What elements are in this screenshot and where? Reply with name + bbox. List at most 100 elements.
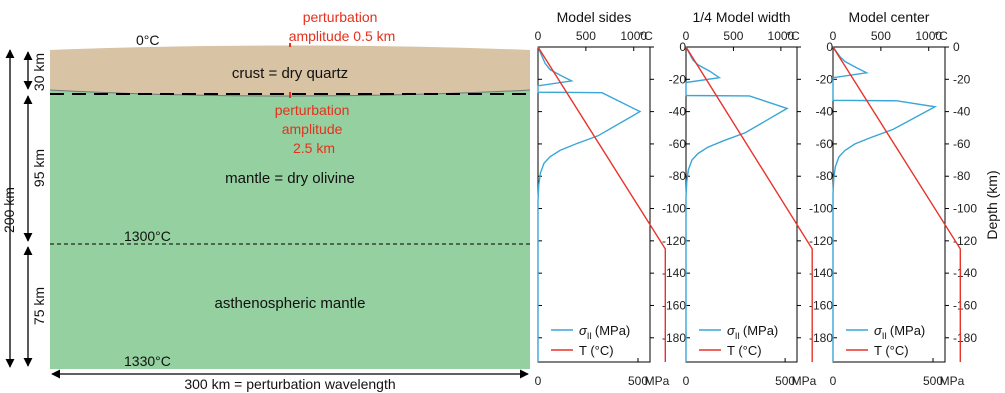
temp-tick-label: 0 [830,29,837,43]
panel-title: 1/4 Model width [692,9,790,25]
top-perturbation-label: perturbation amplitude 0.5 km [289,9,396,44]
depth-tick-label: -140 [662,266,686,280]
depth-tick-label: -80 [816,169,834,183]
depth-tick-label: -80 [953,169,971,183]
plot-frame [685,46,798,363]
plot-frame [832,46,946,363]
temp-unit-label: °C [786,29,800,43]
depth-tick-label: -40 [953,105,971,119]
total-depth-label: 200 km [1,187,17,233]
mantle-layer [50,90,530,369]
legend-stress-symbol: σ [874,323,883,338]
legend-stress-unit: (MPa) [890,323,925,338]
depth-tick-label: -180 [953,331,977,345]
temp-tick-label: 1000 [620,29,647,43]
depth-tick-label: -20 [816,72,834,86]
moho-perturbation-label: perturbation amplitude 2.5 km [275,102,354,156]
asthenosphere-label: asthenospheric mantle [215,295,366,312]
depth-tick-label: -160 [809,298,833,312]
legend-stress-subscript: II [735,331,740,341]
crust-thickness-label: 30 km [31,53,47,91]
depth-tick-label: -140 [953,266,977,280]
depth-tick-label: -160 [953,298,977,312]
panel-title: Model sides [557,9,632,25]
legend-stress-label: σII (MPa) [579,323,630,341]
width-label: 300 km = perturbation wavelength [184,376,395,392]
depth-tick-label: -140 [809,266,833,280]
plot-frame [537,46,651,363]
depth-tick-label: -100 [662,202,686,216]
moho-perturbation-line-3: 2.5 km [293,140,335,156]
stress-unit-label: MPa [940,374,965,388]
legend-stress-subscript: II [587,331,592,341]
depth-tick-label: -80 [669,169,687,183]
temp-unit-label: °C [639,29,653,43]
legend-stress-subscript: II [882,331,887,341]
temp-unit-label: °C [934,29,948,43]
depth-tick-label: -120 [809,234,833,248]
depth-tick-label: 0 [953,40,960,54]
depth-tick-label: -20 [953,72,971,86]
stress-line [832,46,938,362]
stress-tick-label: 0 [683,374,690,388]
temp-tick-label: 0 [683,29,690,43]
legend-stress-label: σII (MPa) [874,323,925,341]
temp-tick-label: 500 [871,29,891,43]
legend-stress-unit: (MPa) [743,323,778,338]
depth-tick-label: -100 [953,202,977,216]
depth-tick-label: -120 [953,234,977,248]
depth-tick-label: -100 [809,202,833,216]
legend-stress-label: σII (MPa) [727,323,778,341]
depth-tick-label: -180 [662,331,686,345]
legend-temp-label: T (°C) [727,343,762,358]
temp-tick-label: 500 [576,29,596,43]
depth-tick-label: -40 [669,105,687,119]
moho-perturbation-line-1: perturbation [275,102,350,118]
legend-temp-label: T (°C) [874,343,909,358]
legend-temp-label: T (°C) [579,343,614,358]
bottom-temp-label: 1330°C [124,353,171,369]
depth-tick-label: -60 [669,137,687,151]
legend-stress-symbol: σ [579,323,588,338]
depth-tick-label: -40 [816,105,834,119]
depth-tick-label: -180 [809,331,833,345]
top-perturbation-line-1: perturbation [303,9,378,25]
temp-tick-label: 500 [723,29,743,43]
depth-tick-label: -60 [953,137,971,151]
lith-mantle-thickness-label: 95 km [31,149,47,187]
stress-unit-label: MPa [645,374,670,388]
temperature-line [832,46,961,362]
stress-tick-label: 500 [775,374,795,388]
moho-perturbation-line-2: amplitude [282,121,343,137]
stress-tick-label: 0 [830,374,837,388]
stress-tick-label: 500 [923,374,943,388]
top-perturbation-line-2: amplitude 0.5 km [289,28,396,44]
depth-tick-label: 0 [826,40,833,54]
depth-tick-label: 0 [679,40,686,54]
mantle-label: mantle = dry olivine [225,170,355,187]
top-temp-label: 0°C [136,32,160,48]
stress-line [685,46,789,362]
depth-tick-label: -20 [669,72,687,86]
lab-temp-label: 1300°C [124,228,171,244]
stress-line [537,46,642,362]
depth-axis-label: Depth (km) [984,170,1000,239]
stress-tick-label: 500 [628,374,648,388]
temperature-line [685,46,813,362]
temp-tick-label: 1000 [915,29,942,43]
model-schematic: 0°C perturbation amplitude 0.5 km crust … [1,9,531,392]
depth-tick-label: -160 [662,298,686,312]
crust-layer [50,45,530,96]
stress-unit-label: MPa [792,374,817,388]
panel-title: Model center [849,9,930,25]
temp-tick-label: 0 [535,29,542,43]
temp-tick-label: 1000 [768,29,795,43]
depth-tick-label: -120 [662,234,686,248]
stress-tick-label: 0 [535,374,542,388]
asthenosphere-thickness-label: 75 km [31,287,47,325]
